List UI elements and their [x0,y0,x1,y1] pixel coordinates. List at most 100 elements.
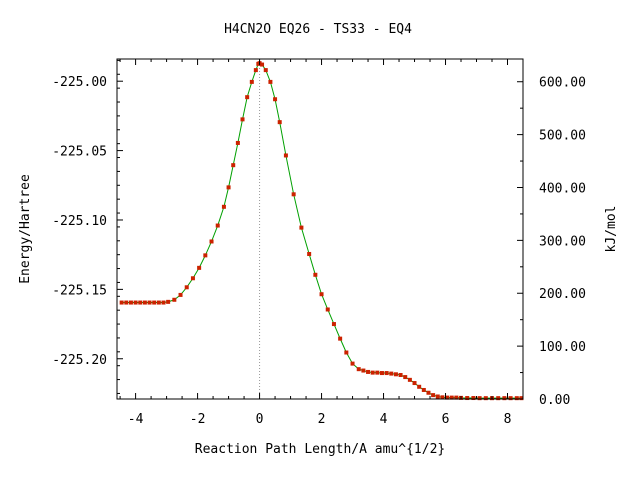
data-point [263,68,268,73]
x-tick-label: 0 [256,412,264,427]
data-point [384,371,389,376]
data-point [235,140,240,145]
data-point [407,377,412,382]
data-point [119,300,124,305]
data-point [389,371,394,376]
data-point [514,396,519,401]
data-point [426,390,431,395]
data-point [465,396,470,401]
data-point [417,384,422,389]
y-tick-label: -225.00 [52,75,107,90]
data-point [445,395,450,400]
data-point [124,300,129,305]
data-point [483,396,488,401]
data-point [178,292,183,297]
data-point [203,253,208,258]
data-point [221,204,226,209]
chart-title: H4CN2O EQ26 - TS33 - EQ4 [224,22,412,37]
x-tick-label: -2 [190,412,206,427]
x-tick-label: -4 [128,412,144,427]
data-point [313,272,318,277]
data-point [350,361,355,366]
data-point [277,120,282,125]
data-point [268,79,273,84]
data-point [412,381,417,386]
data-point [249,79,254,84]
data-point [366,369,371,374]
data-point [379,371,384,376]
data-point [398,372,403,377]
x-tick-label: 4 [380,412,388,427]
y-tick-label: -225.15 [52,283,107,298]
y-tick-label: -225.05 [52,145,107,160]
y2-tick-label: 100.00 [539,340,586,355]
y2-tick-label: 200.00 [539,287,586,302]
y2-axis-label: kJ/mol [604,206,619,253]
data-point [283,153,288,158]
data-point [226,185,231,190]
data-point [142,300,147,305]
data-point [356,367,361,372]
y2-tick-label: 300.00 [539,234,586,249]
data-point [344,350,349,355]
data-point [190,276,195,281]
x-tick-label: 8 [504,412,512,427]
y2-tick-label: 600.00 [539,76,586,91]
data-point [331,322,336,327]
data-point [172,297,177,302]
data-point [273,97,278,102]
data-point [421,387,426,392]
data-point [440,395,445,400]
x-tick-label: 2 [318,412,326,427]
data-point [253,68,258,73]
data-point [319,292,324,297]
data-point [245,95,250,100]
plot-frame [116,58,524,400]
data-point [361,368,366,373]
data-point [496,396,501,401]
data-point [240,117,245,122]
data-point [156,300,161,305]
data-point [166,299,171,304]
data-point [133,300,138,305]
data-point [299,225,304,230]
data-point [338,336,343,341]
y-tick-label: -225.20 [52,353,107,368]
data-point [161,300,166,305]
data-point [325,307,330,312]
data-point [471,396,476,401]
data-point [138,300,143,305]
data-point [403,375,408,380]
data-point [454,395,459,400]
data-point [431,393,436,398]
data-point [393,372,398,377]
x-axis-label: Reaction Path Length/A amu^{1/2} [195,442,445,457]
data-point [508,396,513,401]
data-point [197,265,202,270]
data-point [231,163,236,168]
data-point [370,370,375,375]
y2-tick-label: 500.00 [539,129,586,144]
data-point [291,192,296,197]
y-axis-label: Energy/Hartree [18,174,33,284]
data-point [260,62,265,67]
data-point [519,396,524,401]
data-point [307,251,312,256]
energy-curve-line [121,62,522,399]
data-point [502,396,507,401]
data-point [449,395,454,400]
data-point [209,239,214,244]
data-point [375,370,380,375]
data-point [147,300,152,305]
data-point [152,300,157,305]
data-point [128,300,133,305]
data-point [435,394,440,399]
y-tick-label: -225.10 [52,214,107,229]
y2-tick-label: 0.00 [539,393,570,408]
data-point [184,285,189,290]
data-point [477,396,482,401]
x-tick-label: 6 [442,412,450,427]
data-point [215,223,220,228]
